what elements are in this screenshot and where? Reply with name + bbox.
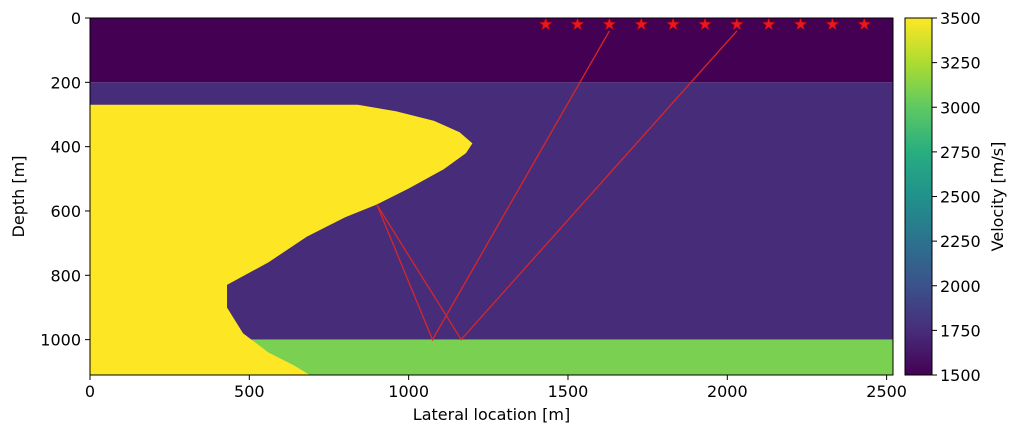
- y-tick-label: 600: [50, 202, 81, 221]
- y-tick-label: 200: [50, 73, 81, 92]
- source-star-icon: [538, 18, 553, 31]
- y-tick-label: 1000: [40, 331, 81, 350]
- colorbar-label: Velocity [m/s]: [988, 142, 1007, 252]
- plot-frame: [89, 17, 894, 376]
- source-star-icon: [570, 18, 585, 31]
- salt-body: [90, 104, 473, 375]
- colorbar-tick-label: 3000: [940, 98, 981, 117]
- source-star-icon: [761, 18, 776, 31]
- plot-area: [90, 18, 893, 375]
- y-tick-label: 800: [50, 266, 81, 285]
- colorbar-tick-label: 1500: [940, 366, 981, 385]
- y-tick-label: 400: [50, 138, 81, 157]
- source-star-icon: [825, 18, 840, 31]
- colorbar-tick-label: 2750: [940, 143, 981, 162]
- source-star-icon: [729, 18, 744, 31]
- colorbar-tick-label: 3500: [940, 9, 981, 28]
- source-star-icon: [857, 18, 872, 31]
- x-tick-label: 2500: [866, 382, 907, 401]
- colorbar: 1500 1750 2000 2250 2500 2750 3000 3250 3500: [904, 9, 981, 385]
- x-tick-label: 2000: [707, 382, 748, 401]
- x-axis: 0 500 1000 1500 2000 2500: [85, 375, 907, 401]
- source-star-icon: [793, 18, 808, 31]
- y-axis: 0 200 400 600 800 1000: [40, 9, 90, 350]
- colorbar-tick-label: 3250: [940, 54, 981, 73]
- colorbar-gradient: [904, 17, 933, 376]
- x-tick-label: 0: [85, 382, 95, 401]
- y-axis-label: Depth [m]: [9, 156, 28, 238]
- y-tick-label: 0: [71, 9, 81, 28]
- source-star-icon: [634, 18, 649, 31]
- x-axis-label: Lateral location [m]: [413, 405, 570, 424]
- colorbar-tick-label: 1750: [940, 321, 981, 340]
- colorbar-tick-label: 2500: [940, 188, 981, 207]
- x-tick-label: 1000: [388, 382, 429, 401]
- source-star-icon: [602, 18, 617, 31]
- colorbar-tick-label: 2000: [940, 277, 981, 296]
- colorbar-tick-label: 2250: [940, 232, 981, 251]
- source-star-icon: [698, 18, 712, 31]
- ray-path: [376, 30, 610, 342]
- x-tick-label: 1500: [548, 382, 589, 401]
- ray-path: [376, 30, 738, 341]
- source-star-icon: [666, 18, 681, 31]
- layer-water: [90, 18, 893, 83]
- x-tick-label: 500: [234, 382, 265, 401]
